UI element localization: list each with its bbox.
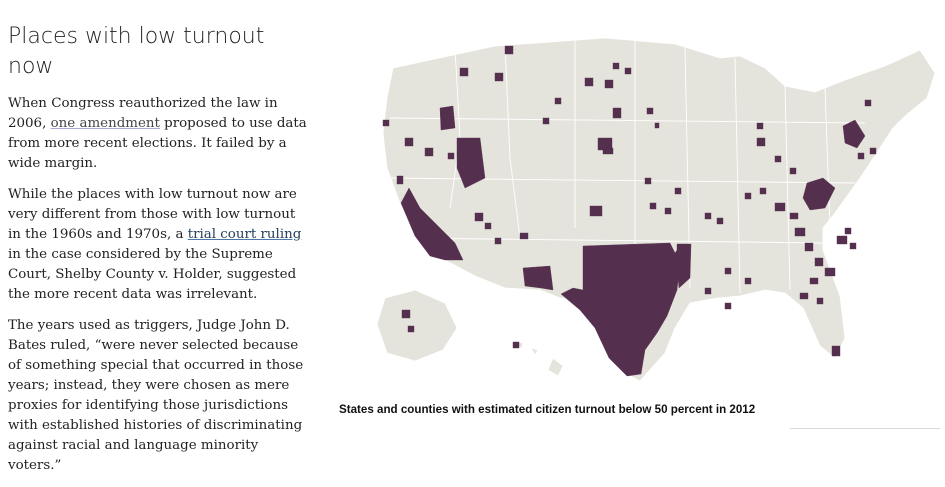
turnout-map	[376, 37, 936, 382]
region-idaho	[439, 105, 456, 131]
paragraph-1: When Congress reauthorized the law in 20…	[8, 94, 308, 174]
region-new-mexico-south	[522, 265, 554, 291]
p1-text-after: proposed to use data from more recent el…	[8, 116, 307, 171]
low-turnout-regions	[382, 45, 877, 377]
map-caption: States and counties with estimated citiz…	[339, 403, 756, 416]
region-california-south	[400, 187, 464, 261]
article: Places with low turnout now When Congres…	[8, 22, 308, 487]
trial-court-ruling-link[interactable]: trial court ruling	[187, 227, 302, 242]
contiguous-us-land	[382, 37, 936, 382]
hawaii-big-island	[547, 357, 564, 377]
p2-text-before: While the places with low turnout now ar…	[8, 187, 297, 242]
region-nevada	[456, 137, 486, 189]
bottom-rule	[790, 428, 940, 429]
hawaii-maui	[530, 347, 539, 356]
region-pennsylvania	[842, 119, 866, 149]
us-land	[376, 37, 936, 382]
paragraph-3: The years used as triggers, Judge John D…	[8, 318, 304, 473]
p2-text-after: in the case considered by the Supreme Co…	[8, 247, 297, 302]
region-arkansas	[676, 243, 692, 289]
paragraph-2: While the places with low turnout now ar…	[8, 185, 308, 305]
region-west-virginia	[802, 177, 836, 211]
one-amendment-link[interactable]: one amendment	[50, 116, 160, 131]
alaska-land	[376, 289, 458, 362]
headline: Places with low turnout now	[8, 24, 265, 79]
p1-text-before: When Congress reauthorized the law in 20…	[8, 96, 278, 131]
